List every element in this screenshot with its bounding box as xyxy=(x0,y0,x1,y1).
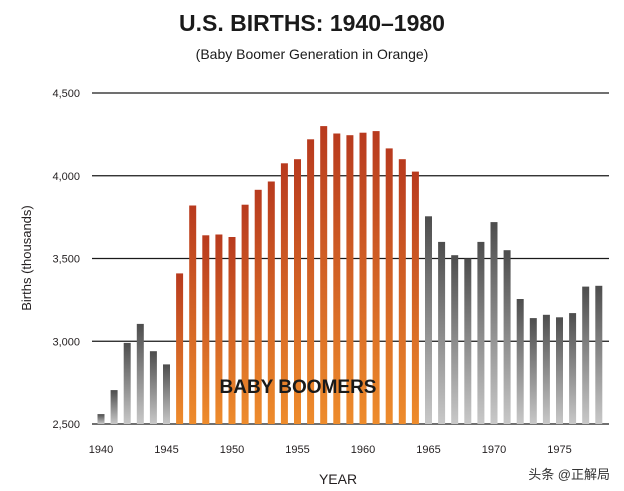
x-tick-label: 1975 xyxy=(547,444,571,456)
bar-1957 xyxy=(320,126,328,424)
x-tick-label: 1945 xyxy=(154,444,178,456)
bar-1953 xyxy=(267,181,275,424)
bar-1944 xyxy=(149,351,157,424)
x-tick-label: 1955 xyxy=(285,444,309,456)
bar-1941 xyxy=(110,390,118,424)
bar-1958 xyxy=(333,133,341,424)
y-axis-label: Births (thousands) xyxy=(19,205,34,311)
chart-title: U.S. BIRTHS: 1940–1980 xyxy=(179,10,445,36)
bar-1963 xyxy=(398,159,406,424)
bar-1965 xyxy=(425,216,432,424)
bar-1948 xyxy=(202,235,210,424)
y-tick-labels: 2,500 3,000 3,500 4,000 4,500 xyxy=(52,88,80,431)
bar-1964 xyxy=(411,171,419,424)
bar-1945 xyxy=(163,364,170,424)
bar-1969 xyxy=(477,241,485,424)
x-tick-label: 1960 xyxy=(351,444,375,456)
bar-1961 xyxy=(372,131,380,424)
bar-1955 xyxy=(294,159,301,424)
y-tick-label: 2,500 xyxy=(52,419,80,431)
bar-1960 xyxy=(359,132,367,424)
chart-subtitle: (Baby Boomer Generation in Orange) xyxy=(195,46,429,62)
bar-1974 xyxy=(542,314,550,424)
bar-1977 xyxy=(582,286,590,424)
bar-1971 xyxy=(503,250,511,424)
x-tick-label: 1950 xyxy=(220,444,244,456)
bar-1946 xyxy=(176,273,184,424)
bar-1943 xyxy=(136,323,144,424)
bar-1975 xyxy=(556,317,563,424)
bar-1967 xyxy=(451,255,459,424)
bar-1951 xyxy=(241,204,249,424)
bar-1959 xyxy=(346,135,354,424)
bar-1956 xyxy=(307,139,315,425)
bar-1947 xyxy=(189,205,197,424)
x-tick-label: 1970 xyxy=(482,444,506,456)
bar-1978 xyxy=(595,285,603,424)
bars xyxy=(97,126,603,425)
bar-1976 xyxy=(569,313,577,424)
y-tick-label: 4,000 xyxy=(52,171,80,183)
watermark-text: 头条 @正解局 xyxy=(528,467,610,482)
bar-1968 xyxy=(464,258,472,424)
x-tick-label: 1940 xyxy=(89,444,113,456)
bar-1950 xyxy=(228,237,236,424)
y-tick-label: 3,500 xyxy=(52,254,80,266)
x-tick-labels: 1940 1945 1950 1955 1960 1965 1970 1975 xyxy=(89,444,572,456)
y-tick-label: 4,500 xyxy=(52,88,80,100)
x-tick-label: 1965 xyxy=(416,444,440,456)
bar-1970 xyxy=(490,222,498,424)
bar-1942 xyxy=(123,342,131,424)
bar-1952 xyxy=(254,189,262,424)
baby-boomers-annotation: BABY BOOMERS xyxy=(220,377,377,398)
bar-1954 xyxy=(280,163,288,425)
bar-1966 xyxy=(438,241,446,424)
x-axis-label: YEAR xyxy=(319,471,357,487)
bar-1949 xyxy=(215,234,223,424)
bar-1973 xyxy=(529,318,537,424)
y-tick-label: 3,000 xyxy=(52,336,80,348)
bar-1972 xyxy=(516,299,524,424)
bar-1962 xyxy=(385,148,393,424)
bar-1940 xyxy=(97,414,105,424)
